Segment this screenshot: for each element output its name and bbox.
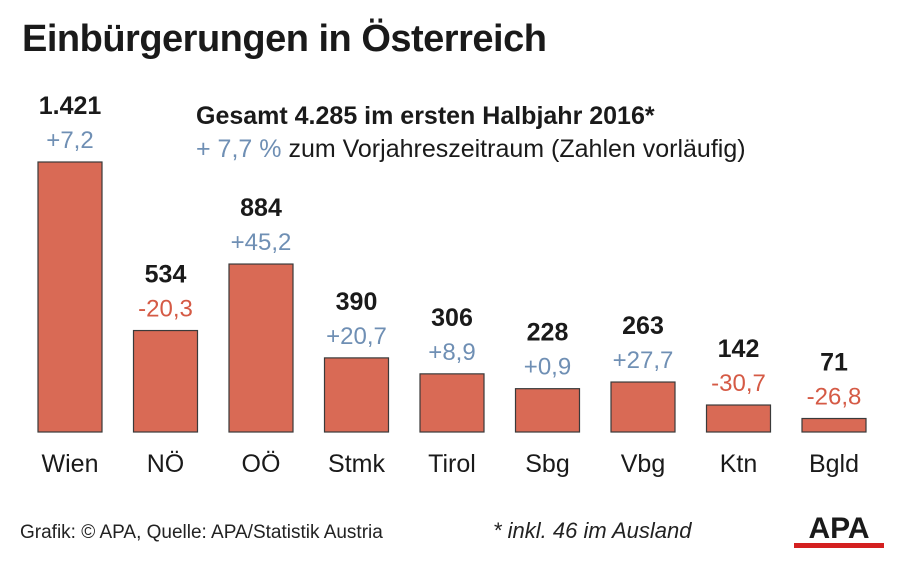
value-label: 1.421: [39, 92, 102, 120]
value-label: 263: [622, 312, 664, 340]
category-label: Wien: [42, 450, 99, 478]
bar-Wien: [37, 161, 103, 433]
bar-NÖ: [132, 329, 199, 433]
bar-OÖ: [228, 263, 294, 433]
change-label: -26,8: [807, 384, 862, 411]
summary-total: Gesamt 4.285 im ersten Halbjahr 2016*: [196, 102, 655, 130]
category-label: Stmk: [328, 450, 385, 478]
source-note: Grafik: © APA, Quelle: APA/Statistik Aus…: [20, 522, 383, 543]
change-label: -30,7: [711, 370, 766, 397]
change-label: +20,7: [326, 323, 387, 350]
bar-Ktn: [705, 404, 772, 433]
change-label: +0,9: [524, 354, 571, 381]
svg-text:APA: APA: [808, 512, 869, 545]
value-label: 228: [527, 319, 569, 347]
change-label: +7,2: [46, 127, 93, 154]
value-label: 306: [431, 304, 473, 332]
change-label: +27,7: [613, 347, 674, 374]
chart-title: Einbürgerungen in Österreich: [22, 18, 547, 60]
bar-Stmk: [323, 357, 390, 433]
category-label: Sbg: [525, 450, 569, 478]
summary-box: Gesamt 4.285 im ersten Halbjahr 2016* + …: [196, 100, 746, 166]
change-label: -20,3: [138, 296, 193, 323]
value-label: 534: [145, 261, 187, 289]
summary-change-pct: + 7,7 %: [196, 135, 282, 163]
bar-chart: +7,2 1.421 Wien -20,3 534 NÖ +45,2 884 OÖ +20,7 39…: [37, 92, 867, 478]
summary-change-text: zum Vorjahreszeitraum (Zahlen vorläufig): [288, 135, 746, 163]
summary-change: + 7,7 % zum Vorjahreszeitraum (Zahlen vo…: [196, 132, 746, 166]
bar-Sbg: [514, 388, 581, 433]
bar-Bgld: [801, 417, 867, 433]
change-label: +8,9: [428, 339, 475, 366]
category-label: Ktn: [720, 450, 758, 478]
category-label: Tirol: [428, 450, 476, 478]
value-label: 71: [820, 349, 848, 377]
value-label: 390: [336, 288, 378, 316]
category-label: Vbg: [621, 450, 665, 478]
category-label: Bgld: [809, 450, 859, 478]
value-label: 142: [718, 335, 760, 363]
change-label: +45,2: [231, 229, 292, 256]
category-label: NÖ: [147, 450, 185, 478]
bar-Tirol: [419, 373, 485, 433]
apa-logo: APA: [794, 512, 884, 548]
bar-Vbg: [610, 381, 676, 433]
category-label: OÖ: [242, 450, 281, 478]
footnote: * inkl. 46 im Ausland: [493, 518, 692, 543]
value-label: 884: [240, 194, 282, 222]
